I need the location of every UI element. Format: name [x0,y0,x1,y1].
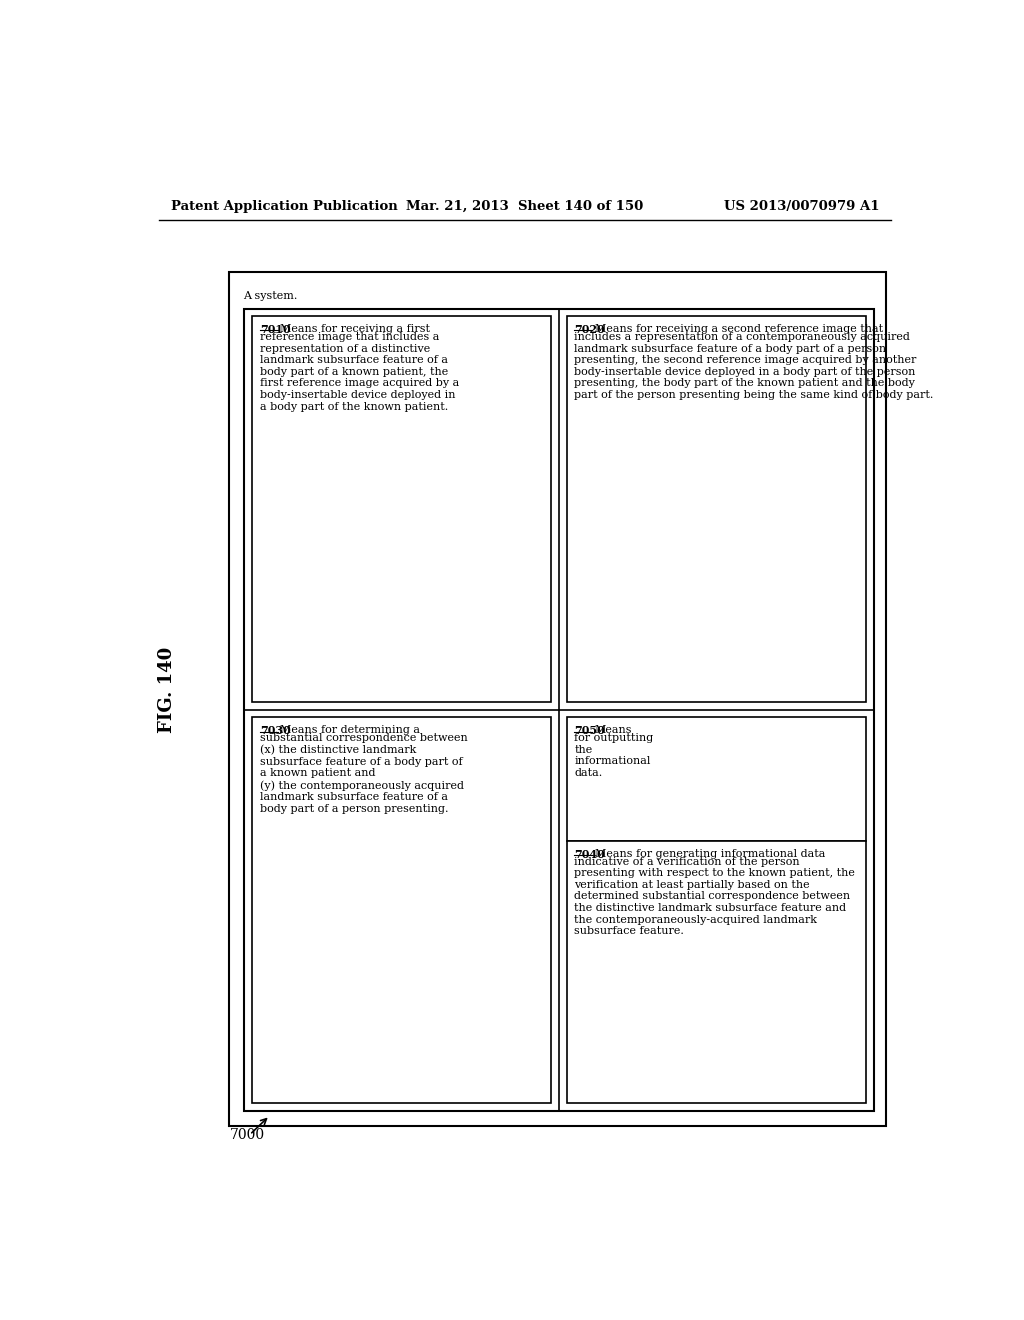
FancyBboxPatch shape [566,841,866,1104]
FancyBboxPatch shape [228,272,886,1126]
Text: 7030: 7030 [260,725,291,737]
Text: for outputting
the
informational
data.: for outputting the informational data. [574,733,653,777]
Text: 7010: 7010 [260,323,291,335]
Text: A system.: A system. [243,290,297,301]
Text: Patent Application Publication: Patent Application Publication [171,199,397,213]
FancyBboxPatch shape [252,317,551,702]
Text: indicative of a verification of the person
presenting with respect to the known : indicative of a verification of the pers… [574,857,855,936]
Text: Means for receiving a second reference image that: Means for receiving a second reference i… [595,323,883,334]
FancyBboxPatch shape [566,317,866,702]
Text: FIG. 140: FIG. 140 [158,647,176,733]
Text: reference image that includes a
representation of a distinctive
landmark subsurf: reference image that includes a represen… [260,331,459,412]
Text: Means for generating informational data: Means for generating informational data [595,849,825,858]
FancyBboxPatch shape [566,718,866,841]
Text: includes a representation of a contemporaneously acquired
landmark subsurface fe: includes a representation of a contempor… [574,331,934,400]
Text: Means: Means [595,725,632,735]
FancyBboxPatch shape [245,309,873,1111]
Text: Means for receiving a first: Means for receiving a first [280,323,430,334]
Text: 7020: 7020 [574,323,605,335]
Text: Mar. 21, 2013  Sheet 140 of 150: Mar. 21, 2013 Sheet 140 of 150 [407,199,643,213]
Text: Means for determining a: Means for determining a [280,725,420,735]
Text: 7000: 7000 [230,1127,265,1142]
Text: 7040: 7040 [574,849,605,859]
Text: substantial correspondence between
(x) the distinctive landmark
subsurface featu: substantial correspondence between (x) t… [260,733,468,813]
Text: 7050: 7050 [574,725,605,737]
Text: US 2013/0070979 A1: US 2013/0070979 A1 [724,199,880,213]
FancyBboxPatch shape [252,718,551,1104]
